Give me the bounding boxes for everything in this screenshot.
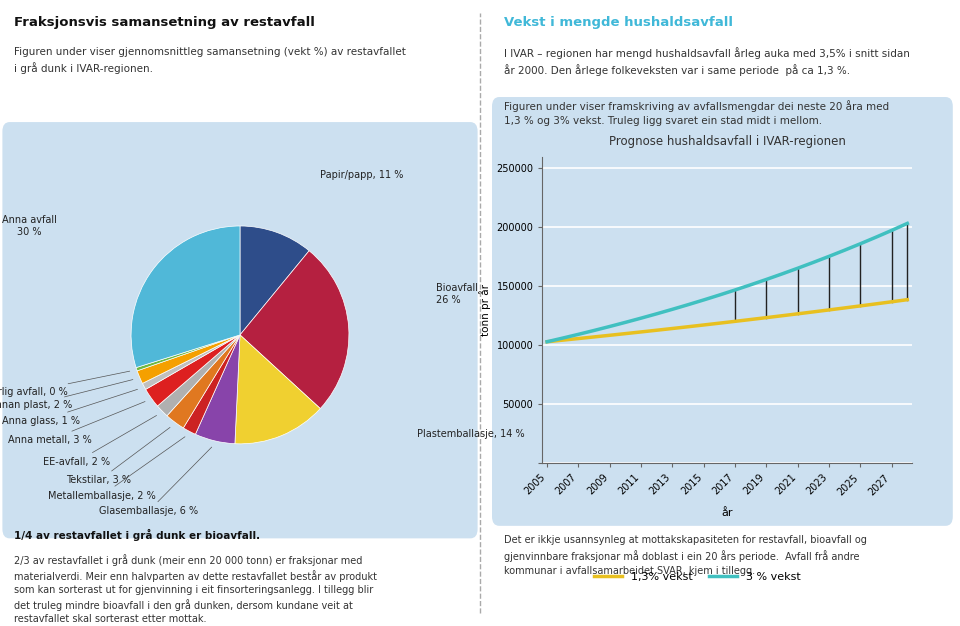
Text: I IVAR – regionen har mengd hushaldsavfall årleg auka med 3,5% i snitt sidan
år : I IVAR – regionen har mengd hushaldsavfa…: [504, 47, 910, 76]
Text: 2/3 av restavfallet i grå dunk (meir enn 20 000 tonn) er fraksjonar med
material: 2/3 av restavfallet i grå dunk (meir enn…: [14, 554, 377, 624]
FancyBboxPatch shape: [492, 97, 952, 526]
Legend: 1,3% vekst, 3 % vekst: 1,3% vekst, 3 % vekst: [590, 568, 805, 587]
Text: Tekstilar, 3 %: Tekstilar, 3 %: [66, 428, 170, 485]
Y-axis label: tonn pr år: tonn pr år: [479, 284, 491, 336]
Wedge shape: [235, 335, 321, 444]
FancyBboxPatch shape: [3, 122, 478, 538]
Wedge shape: [146, 335, 240, 406]
Text: Figuren under viser framskriving av avfallsmengdar dei neste 20 åra med
1,3 % og: Figuren under viser framskriving av avfa…: [504, 100, 889, 126]
Text: Annan plast, 2 %: Annan plast, 2 %: [0, 379, 132, 411]
Text: 1/4 av restavfallet i grå dunk er bioavfall.: 1/4 av restavfallet i grå dunk er bioavf…: [14, 529, 260, 541]
Wedge shape: [142, 335, 240, 389]
Text: Glasemballasje, 6 %: Glasemballasje, 6 %: [99, 447, 212, 516]
Wedge shape: [137, 335, 240, 383]
Text: Metallemballasje, 2 %: Metallemballasje, 2 %: [48, 437, 185, 501]
Text: Vekst i mengde hushaldsavfall: Vekst i mengde hushaldsavfall: [504, 16, 733, 29]
Text: EE-avfall, 2 %: EE-avfall, 2 %: [43, 416, 156, 467]
Text: Anna glass, 1 %: Anna glass, 1 %: [2, 389, 137, 426]
Wedge shape: [167, 335, 240, 428]
X-axis label: år: år: [722, 508, 732, 518]
Text: Det er ikkje usannsynleg at mottakskapasiteten for restavfall, bioavfall og
gjen: Det er ikkje usannsynleg at mottakskapas…: [504, 535, 867, 576]
Text: Papir/papp, 11 %: Papir/papp, 11 %: [320, 170, 403, 180]
Wedge shape: [196, 335, 240, 444]
Text: Farlig avfall, 0 %: Farlig avfall, 0 %: [0, 371, 130, 397]
Text: Anna avfall
30 %: Anna avfall 30 %: [2, 215, 57, 237]
Title: Prognose hushaldsavfall i IVAR-regionen: Prognose hushaldsavfall i IVAR-regionen: [609, 135, 846, 148]
Text: Plastemballasje, 14 %: Plastemballasje, 14 %: [418, 429, 525, 439]
Text: Figuren under viser gjennomsnittleg samansetning (vekt %) av restavfallet
i grå : Figuren under viser gjennomsnittleg sama…: [14, 47, 406, 74]
Wedge shape: [240, 226, 309, 335]
Wedge shape: [132, 226, 240, 367]
Text: Anna metall, 3 %: Anna metall, 3 %: [9, 401, 145, 445]
Wedge shape: [136, 335, 240, 371]
Text: Fraksjonsvis samansetning av restavfall: Fraksjonsvis samansetning av restavfall: [14, 16, 315, 29]
Text: Bioavfall
26 %: Bioavfall 26 %: [436, 284, 478, 305]
Wedge shape: [240, 251, 348, 409]
Wedge shape: [183, 335, 240, 434]
Wedge shape: [157, 335, 240, 416]
